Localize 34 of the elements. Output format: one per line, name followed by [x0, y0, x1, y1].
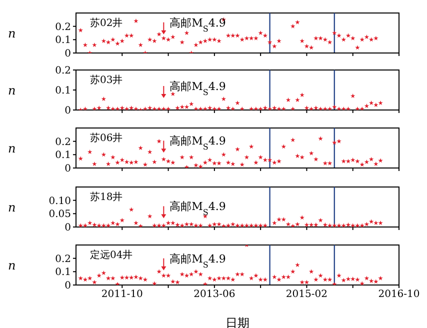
- x-tick-label: 2015-02: [286, 289, 328, 300]
- y-axis-title: n: [8, 83, 16, 98]
- annotation: 高邮M$_{S}$4.9: [170, 200, 226, 217]
- y-tick-label: 0: [64, 48, 71, 60]
- y-tick-label: 0.10: [48, 196, 71, 207]
- y-axis-title: n: [8, 200, 16, 214]
- y-tick-label: 0.05: [48, 209, 71, 220]
- text: 苏06井: [90, 132, 123, 145]
- x-tick-label: 2016-10: [378, 289, 420, 300]
- y-tick-label: 0.1: [55, 267, 71, 278]
- y-tick-label: 0.2: [55, 66, 71, 77]
- annotation: 高邮M$_{S}$4.9: [170, 252, 226, 269]
- y-tick-label: 0.2: [55, 136, 71, 148]
- y-tick-label: 0.1: [55, 35, 71, 46]
- y-tick-label: 0: [64, 106, 71, 117]
- text: 定远04井: [90, 248, 133, 262]
- y-axis-title: n: [8, 141, 16, 156]
- y-axis-title: n: [8, 26, 16, 40]
- annotation: 高邮M$_{S}$4.9: [170, 16, 226, 33]
- y-tick-label: 0: [64, 164, 71, 175]
- y-tick-label: 0.2: [55, 22, 71, 33]
- y-tick-label: 0.1: [55, 150, 71, 162]
- y-tick-label: 0: [64, 222, 71, 234]
- text: 苏18井: [90, 190, 123, 204]
- text: 苏03井: [90, 74, 123, 87]
- text: 苏02井: [90, 16, 123, 30]
- x-tick-label: 2011-10: [101, 289, 143, 300]
- y-tick-label: 0.1: [55, 86, 71, 97]
- annotation: 高邮M$_{S}$4.9: [170, 134, 226, 152]
- x-tick-label: 2013-06: [194, 289, 236, 300]
- y-tick-label: 0: [64, 280, 71, 292]
- annotation: 高邮M$_{S}$4.9: [170, 80, 226, 96]
- y-tick-label: 0.2: [55, 254, 71, 265]
- y-axis-title: n: [8, 258, 16, 272]
